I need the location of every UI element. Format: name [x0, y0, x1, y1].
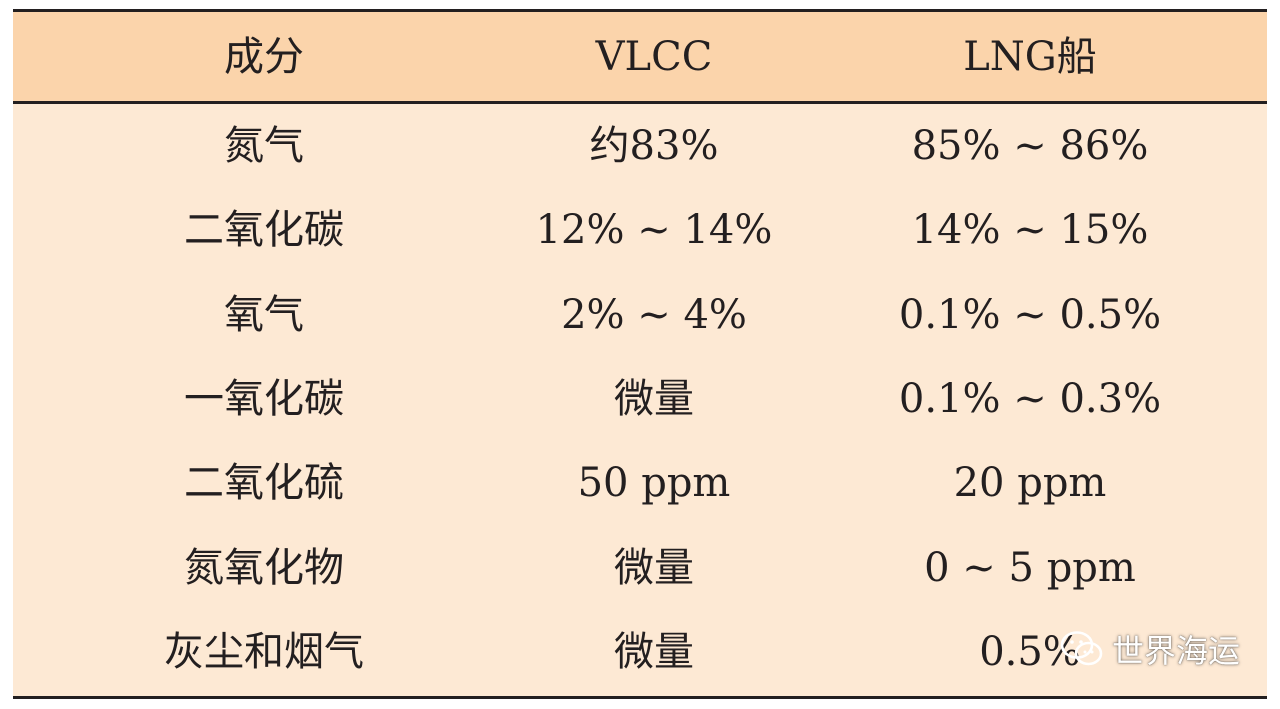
cell-vlcc: 约83% [589, 123, 719, 170]
wechat-icon [1060, 630, 1104, 668]
cell-lng: 0.1% ~ 0.5% [898, 291, 1162, 338]
cell-component: 二氧化硫 [184, 460, 344, 507]
header-component: 成分 [224, 33, 304, 80]
cell-vlcc: 微量 [614, 544, 694, 591]
cell-lng: 14% ~ 15% [911, 207, 1149, 254]
cell-lng: 85% ~ 86% [911, 123, 1149, 170]
table-row: 二氧化碳 12% ~ 14% 14% ~ 15% [13, 188, 1267, 272]
cell-component: 氮气 [224, 123, 304, 170]
table-row: 氮气 约83% 85% ~ 86% [13, 104, 1267, 188]
table-row: 一氧化碳 微量 0.1% ~ 0.3% [13, 357, 1267, 441]
composition-table: 成分 VLCC LNG船 氮气 约83% 85% ~ 86% 二氧化碳 12% … [13, 9, 1267, 699]
source-watermark: 世界海运 [1060, 626, 1240, 672]
table-row: 氮氧化物 微量 0 ~ 5 ppm [13, 525, 1267, 609]
table-top-rule [13, 9, 1267, 12]
cell-lng: 0 ~ 5 ppm [924, 544, 1136, 591]
cell-vlcc: 50 ppm [577, 460, 731, 507]
header-vlcc: VLCC [595, 33, 713, 80]
cell-component: 氧气 [224, 291, 304, 338]
cell-lng: 20 ppm [953, 460, 1107, 507]
cell-vlcc: 2% ~ 4% [561, 291, 747, 338]
cell-component: 二氧化碳 [184, 207, 344, 254]
cell-vlcc: 微量 [614, 628, 694, 675]
watermark-text: 世界海运 [1111, 632, 1240, 670]
cell-component: 氮氧化物 [184, 544, 344, 591]
table-body: 氮气 约83% 85% ~ 86% 二氧化碳 12% ~ 14% 14% ~ 1… [13, 104, 1267, 696]
cell-component: 一氧化碳 [184, 376, 344, 423]
table-row: 氧气 2% ~ 4% 0.1% ~ 0.5% [13, 273, 1267, 357]
table-header-row: 成分 VLCC LNG船 [13, 12, 1267, 101]
table-header-rule [13, 101, 1267, 104]
table-row: 灰尘和烟气 微量 0.5% [13, 610, 1267, 694]
cell-vlcc: 12% ~ 14% [535, 207, 773, 254]
header-lng-ship: LNG船 [963, 33, 1097, 80]
cell-lng: 0.1% ~ 0.3% [898, 376, 1162, 423]
cell-component: 灰尘和烟气 [164, 628, 364, 675]
cell-vlcc: 微量 [614, 376, 694, 423]
table-row: 二氧化硫 50 ppm 20 ppm [13, 441, 1267, 525]
table-bottom-rule [13, 696, 1267, 699]
